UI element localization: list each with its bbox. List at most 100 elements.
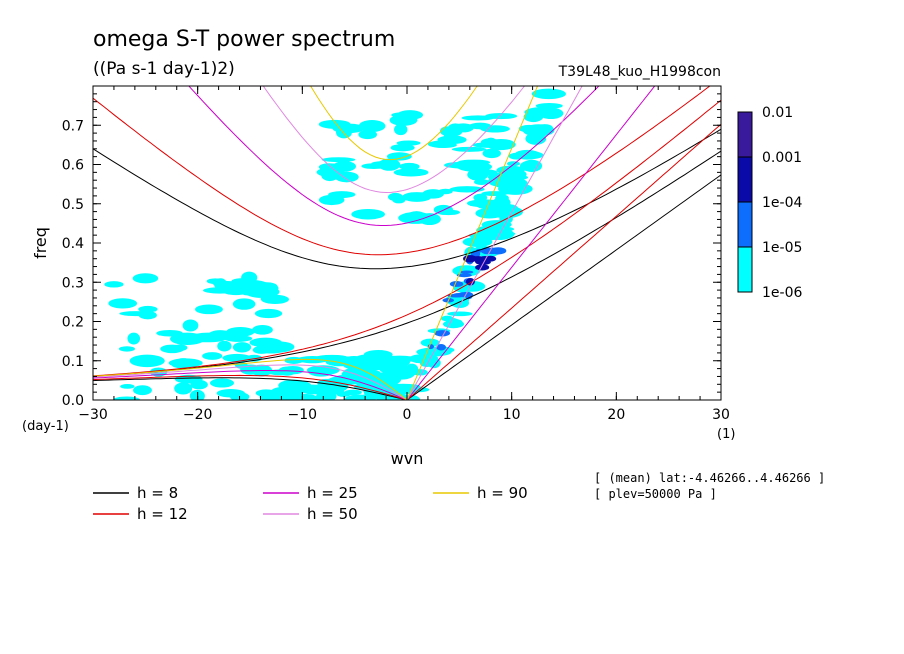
power-patch [531, 88, 566, 100]
power-patch [456, 273, 472, 278]
power-patch [232, 342, 252, 353]
power-patch [281, 365, 304, 375]
power-patch [475, 207, 504, 219]
power-patch [132, 273, 159, 284]
power-patch [118, 346, 135, 352]
power-patch [427, 357, 441, 369]
power-patch [195, 304, 223, 315]
power-patch [475, 264, 490, 271]
power-patch [371, 161, 395, 167]
annotation-plev: [ plev=50000 Pa ] [594, 487, 717, 501]
power-patch [232, 298, 256, 310]
power-patch [266, 341, 295, 353]
y-tick-label: 0.1 [62, 354, 84, 370]
y-tick-label: 0.5 [62, 197, 84, 213]
dispersion-line [93, 377, 408, 400]
power-patch [390, 144, 415, 152]
y-axis-unit: (day-1) [22, 419, 69, 434]
power-patch [363, 369, 382, 379]
dispersion-line [406, 86, 656, 400]
power-patch [289, 393, 313, 400]
chart-title: omega S-T power spectrum [93, 27, 395, 52]
power-patch [446, 318, 463, 328]
dispersion-line [93, 370, 408, 400]
power-patch [358, 129, 378, 140]
power-patch [469, 122, 492, 130]
x-tick-label: 20 [607, 407, 625, 423]
power-patch [223, 335, 253, 342]
colorbar-swatch [737, 156, 753, 203]
power-patch [420, 338, 440, 347]
power-patch [507, 161, 520, 167]
power-patch [104, 281, 124, 288]
power-patch [466, 199, 502, 208]
power-patch [284, 356, 304, 364]
power-patch [386, 152, 412, 161]
y-axis-label: freq [31, 227, 50, 259]
power-patch [485, 256, 493, 261]
power-patch [427, 140, 456, 148]
power-patch [489, 249, 502, 253]
x-tick-label: 30 [712, 407, 730, 423]
power-patch [318, 119, 351, 129]
power-patch [241, 271, 258, 284]
power-patch [518, 124, 540, 133]
power-patch [261, 294, 290, 305]
power-patch [467, 168, 489, 181]
power-patch [381, 357, 399, 367]
x-tick-label: −20 [183, 407, 213, 423]
power-patch [449, 186, 485, 193]
dispersion-line [93, 99, 721, 377]
power-patch [393, 168, 429, 177]
dispersion-line [406, 123, 721, 400]
power-patch [344, 389, 362, 396]
dispersion-line [406, 86, 583, 400]
legend-label: h = 50 [307, 505, 358, 523]
power-patch [498, 208, 512, 216]
power-patch [160, 344, 185, 354]
power-patch [343, 360, 377, 370]
power-patch [252, 346, 271, 354]
plot-background [93, 86, 721, 400]
power-patch [120, 384, 135, 389]
power-patch [436, 344, 447, 351]
power-patch [176, 358, 190, 363]
power-patch [438, 188, 453, 195]
x-axis: −30 −20 −10 0 10 20 30 [78, 86, 730, 423]
legend-label: h = 25 [307, 484, 358, 502]
power-patch [113, 396, 141, 400]
power-patch [387, 192, 403, 202]
dispersion-line [93, 86, 711, 256]
dispersion-line [310, 86, 478, 161]
power-patch [358, 120, 386, 133]
power-patch [174, 382, 193, 395]
power-patch [460, 270, 474, 274]
legend-label: h = 12 [137, 505, 188, 523]
y-tick-label: 0.6 [62, 158, 84, 174]
power-patch [318, 194, 345, 206]
colorbar-swatch [737, 111, 753, 158]
power-patch [133, 385, 152, 396]
power-patch [486, 138, 516, 151]
power-patch [396, 140, 421, 146]
colorbar-swatch [737, 201, 753, 248]
power-patch [524, 107, 559, 118]
power-patch [402, 192, 432, 202]
y-tick-label: 0.4 [62, 236, 84, 252]
power-patch [138, 305, 158, 313]
x-axis-label: wvn [391, 449, 424, 468]
power-patch [399, 162, 420, 171]
dispersion-line [93, 358, 408, 400]
power-patch [452, 293, 466, 298]
power-patch [278, 379, 311, 392]
power-patch [190, 379, 208, 390]
power-patch [321, 157, 356, 163]
run-name: T39L48_kuo_H1998con [558, 64, 721, 80]
power-patch [447, 311, 473, 317]
power-patch [182, 319, 199, 332]
power-patch [318, 163, 340, 171]
x-tick-label: −30 [78, 407, 108, 423]
colorbar-label: 1e-05 [762, 240, 802, 256]
power-patch [418, 213, 441, 226]
legend: h = 8 h = 12 h = 25 h = 50 h = 90 [93, 484, 528, 523]
